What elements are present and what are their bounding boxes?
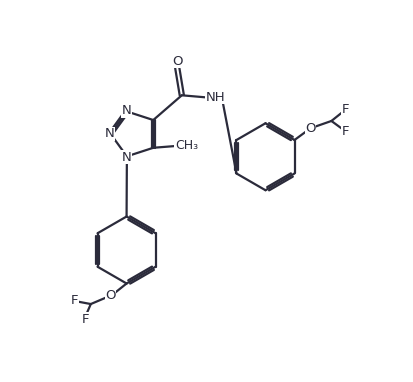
Text: F: F [342, 125, 350, 138]
Text: N: N [105, 128, 115, 141]
Text: O: O [105, 289, 116, 302]
Text: F: F [71, 295, 78, 308]
Text: N: N [122, 151, 131, 163]
Text: NH: NH [206, 91, 225, 104]
Text: O: O [305, 122, 316, 135]
Text: O: O [172, 55, 183, 68]
Text: F: F [81, 313, 89, 326]
Text: F: F [342, 103, 350, 116]
Text: CH₃: CH₃ [175, 139, 198, 152]
Text: N: N [122, 104, 132, 117]
